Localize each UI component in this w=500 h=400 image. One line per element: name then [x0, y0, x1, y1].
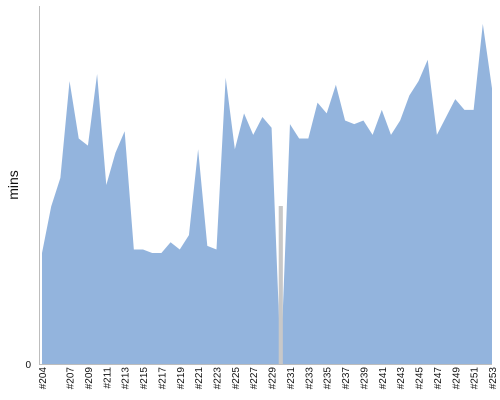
failed-build-marker [278, 206, 283, 364]
y-tick-layer: 0 [25, 360, 31, 371]
x-tick-label: #217 [157, 367, 168, 390]
x-tick-label: #219 [176, 367, 187, 390]
x-tick-label: #237 [341, 367, 352, 390]
x-tick-label: #209 [84, 367, 95, 390]
x-tick-label: #225 [231, 367, 242, 390]
x-tick-label: #251 [470, 367, 481, 390]
x-tick-label: #247 [433, 367, 444, 390]
x-tick-label: #253 [488, 367, 499, 390]
x-tick-label: #235 [323, 367, 334, 390]
x-tick-label: #243 [396, 367, 407, 390]
x-tick-label: #204 [38, 367, 49, 390]
x-tick-label: #223 [212, 367, 223, 390]
x-tick-layer: #204 #207 #209 #211 #213 #215 #217 #219 #221 #223… [38, 367, 499, 390]
x-tick-label: #215 [139, 367, 150, 390]
x-tick-label: #241 [378, 367, 389, 390]
y-axis-label: mins [5, 170, 21, 200]
x-tick-label: #221 [194, 367, 205, 390]
x-tick-label: #211 [102, 367, 113, 389]
area-layer [42, 23, 492, 365]
x-tick-label: #227 [249, 367, 260, 390]
x-tick-label: #249 [451, 367, 462, 390]
x-tick-label: #233 [304, 367, 315, 390]
x-tick-label: #231 [286, 367, 297, 390]
x-tick-label: #229 [268, 367, 279, 390]
x-tick-label: #207 [66, 367, 77, 390]
x-tick-label: #239 [359, 367, 370, 390]
x-tick-label: #245 [415, 367, 426, 390]
y-tick-label: 0 [25, 360, 31, 371]
x-tick-label: #213 [121, 367, 132, 390]
duration-area [42, 23, 492, 365]
